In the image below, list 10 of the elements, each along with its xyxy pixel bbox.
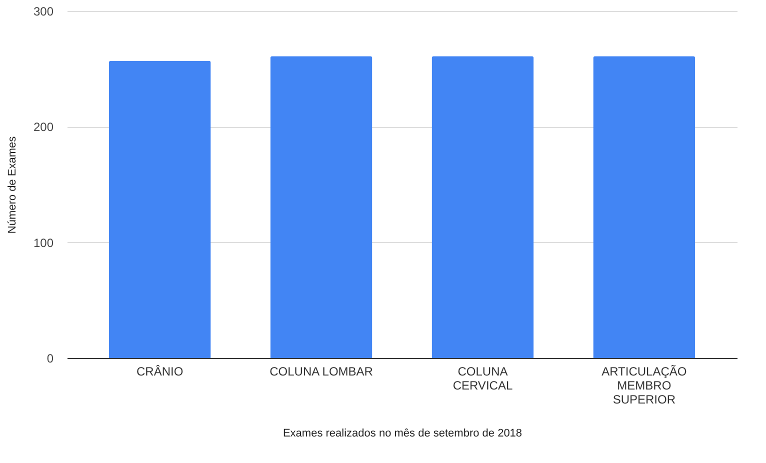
y-axis-title: Número de Exames [6, 136, 18, 234]
y-tick-label: 100 [33, 236, 54, 250]
y-tick-label: 200 [33, 120, 54, 134]
y-tick-label: 0 [46, 352, 54, 366]
x-tick-label: ARTICULAÇÃO MEMBRO SUPERIOR [602, 364, 687, 406]
x-axis-title: Exames realizados no mês de setembro de 2018 [282, 428, 522, 440]
x-tick-label: COLUNA CERVICAL [452, 364, 513, 392]
x-tick-label: COLUNA LOMBAR [270, 364, 374, 378]
x-tick-label: CRÂNIO [136, 364, 184, 378]
y-tick-label: 300 [33, 4, 54, 18]
